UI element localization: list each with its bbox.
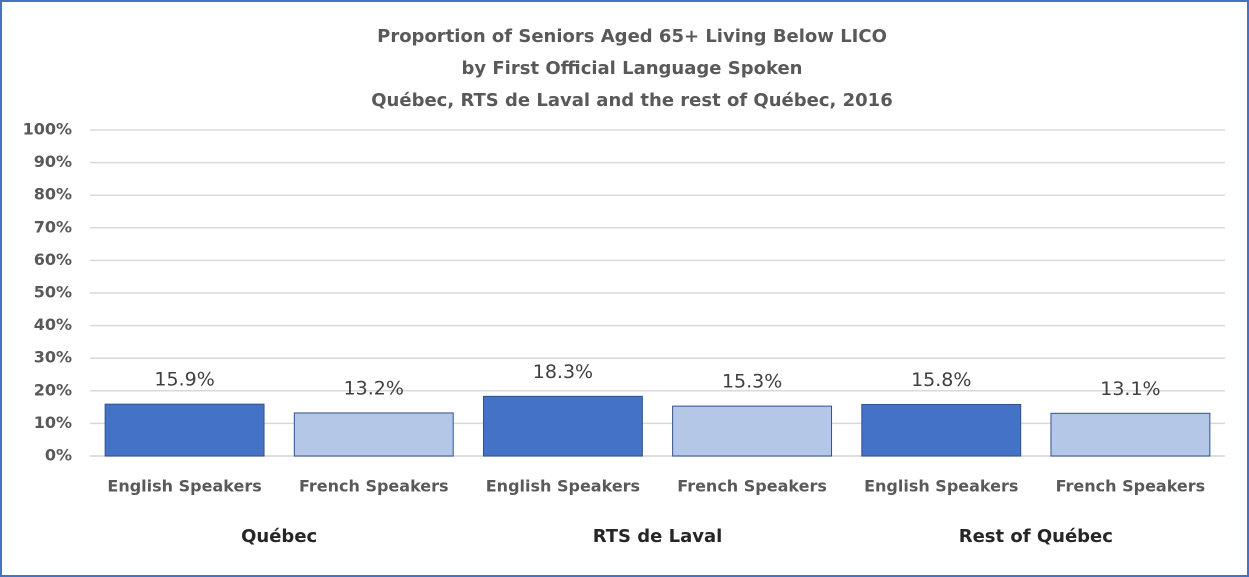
- y-tick-label: 30%: [34, 348, 72, 367]
- y-tick-label: 10%: [34, 413, 72, 432]
- bar: [1050, 412, 1211, 457]
- y-tick-label: 50%: [34, 283, 72, 302]
- value-label: 15.8%: [911, 369, 971, 391]
- chart-title: by First Official Language Spoken: [462, 58, 803, 79]
- bar: [482, 395, 643, 457]
- x-tick-label: French Speakers: [677, 477, 827, 496]
- y-tick-label: 40%: [34, 315, 72, 334]
- group-label: Rest of Québec: [959, 526, 1113, 547]
- y-tick-label: 90%: [34, 152, 72, 171]
- x-tick-label: French Speakers: [299, 477, 449, 496]
- group-label: RTS de Laval: [593, 526, 723, 547]
- value-label: 18.3%: [533, 361, 593, 383]
- value-label: 15.9%: [154, 369, 214, 391]
- value-label: 13.1%: [1100, 378, 1160, 400]
- y-tick-label: 100%: [23, 120, 72, 139]
- x-tick-label: English Speakers: [864, 477, 1018, 496]
- bar: [293, 412, 454, 457]
- y-tick-label: 80%: [34, 185, 72, 204]
- value-label: 15.3%: [722, 371, 782, 393]
- value-label: 13.2%: [344, 377, 404, 399]
- bar: [861, 403, 1022, 457]
- x-tick-label: French Speakers: [1056, 477, 1206, 496]
- chart-title: Québec, RTS de Laval and the rest of Qué…: [371, 90, 892, 111]
- group-label: Québec: [241, 526, 317, 547]
- y-tick-label: 0%: [45, 446, 72, 465]
- y-tick-label: 70%: [34, 217, 72, 236]
- chart-title: Proportion of Seniors Aged 65+ Living Be…: [377, 26, 887, 47]
- x-tick-label: English Speakers: [486, 477, 640, 496]
- bar: [104, 403, 265, 457]
- x-tick-label: English Speakers: [107, 477, 261, 496]
- bar: [672, 405, 833, 457]
- y-tick-label: 60%: [34, 250, 72, 269]
- y-tick-label: 20%: [34, 380, 72, 399]
